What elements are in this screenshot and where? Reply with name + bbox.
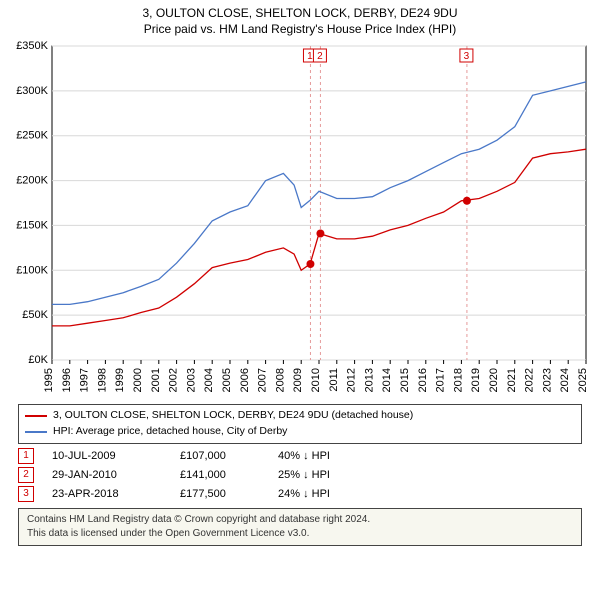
y-tick-label: £300K — [16, 85, 48, 97]
y-tick-label: £100K — [16, 264, 48, 276]
event-id-badge: 2 — [18, 467, 34, 483]
x-tick-label: 2019 — [470, 368, 482, 392]
x-tick-label: 2000 — [132, 368, 144, 392]
series-hpi — [52, 82, 586, 305]
event-row: 3 23-APR-2018 £177,500 24% ↓ HPI — [18, 486, 582, 502]
price-marker — [306, 260, 314, 268]
x-tick-label: 1999 — [114, 368, 126, 392]
x-tick-label: 2013 — [363, 368, 375, 392]
legend: 3, OULTON CLOSE, SHELTON LOCK, DERBY, DE… — [18, 404, 582, 444]
plot-border — [52, 46, 586, 360]
x-tick-label: 2024 — [559, 368, 571, 392]
x-tick-label: 2023 — [541, 368, 553, 392]
event-delta: 25% ↓ HPI — [278, 469, 330, 481]
event-date: 10-JUL-2009 — [52, 450, 162, 462]
legend-label: 3, OULTON CLOSE, SHELTON LOCK, DERBY, DE… — [53, 408, 413, 424]
y-tick-label: £200K — [16, 175, 48, 187]
events-table: 1 10-JUL-2009 £107,000 40% ↓ HPI 2 29-JAN-201… — [8, 448, 592, 502]
event-date: 29-JAN-2010 — [52, 469, 162, 481]
x-tick-label: 2022 — [524, 368, 536, 392]
x-tick-label: 2017 — [435, 368, 447, 392]
x-tick-label: 2006 — [239, 368, 251, 392]
x-tick-label: 2003 — [185, 368, 197, 392]
event-price: £177,500 — [180, 488, 260, 500]
title-main: 3, OULTON CLOSE, SHELTON LOCK, DERBY, DE… — [8, 6, 592, 20]
x-tick-label: 2010 — [310, 368, 322, 392]
price-marker — [316, 230, 324, 238]
event-delta: 24% ↓ HPI — [278, 488, 330, 500]
x-tick-label: 2002 — [168, 368, 180, 392]
footer: Contains HM Land Registry data © Crown c… — [18, 508, 582, 546]
x-tick-label: 1996 — [61, 368, 73, 392]
legend-swatch — [25, 415, 47, 417]
event-badge-label: 1 — [307, 51, 313, 62]
y-tick-label: £150K — [16, 219, 48, 231]
y-tick-label: £0K — [28, 354, 48, 366]
x-tick-label: 2011 — [328, 368, 340, 392]
x-tick-label: 2014 — [381, 368, 393, 392]
footer-line2: This data is licensed under the Open Gov… — [27, 527, 573, 541]
event-row: 2 29-JAN-2010 £141,000 25% ↓ HPI — [18, 467, 582, 483]
x-tick-label: 2012 — [346, 368, 358, 392]
x-tick-label: 2007 — [257, 368, 269, 392]
x-tick-label: 2008 — [274, 368, 286, 392]
y-tick-label: £250K — [16, 130, 48, 142]
chart: £0K £50K £100K £150K £200K £250K £300K £350K 199… — [8, 40, 592, 400]
event-delta: 40% ↓ HPI — [278, 450, 330, 462]
chart-svg: £0K £50K £100K £150K £200K £250K £300K £350K 199… — [8, 40, 592, 400]
y-tick-label: £350K — [16, 40, 48, 52]
x-tick-label: 1997 — [79, 368, 91, 392]
x-tick-label: 2016 — [417, 368, 429, 392]
legend-swatch — [25, 431, 47, 433]
x-tick-label: 2021 — [506, 368, 518, 392]
title-block: 3, OULTON CLOSE, SHELTON LOCK, DERBY, DE… — [8, 6, 592, 36]
event-badge-label: 3 — [464, 51, 470, 62]
event-badge-label: 2 — [317, 51, 323, 62]
legend-item: HPI: Average price, detached house, City… — [25, 424, 575, 440]
title-sub: Price paid vs. HM Land Registry's House … — [8, 22, 592, 36]
legend-label: HPI: Average price, detached house, City… — [53, 424, 287, 440]
x-tick-label: 1995 — [43, 368, 55, 392]
x-tick-label: 2009 — [292, 368, 304, 392]
x-tick-label: 2018 — [452, 368, 464, 392]
root: 3, OULTON CLOSE, SHELTON LOCK, DERBY, DE… — [0, 0, 600, 554]
x-tick-label: 1998 — [96, 368, 108, 392]
event-price: £107,000 — [180, 450, 260, 462]
price-marker — [463, 197, 471, 205]
event-id-badge: 1 — [18, 448, 34, 464]
event-date: 23-APR-2018 — [52, 488, 162, 500]
x-tick-label: 2020 — [488, 368, 500, 392]
legend-item: 3, OULTON CLOSE, SHELTON LOCK, DERBY, DE… — [25, 408, 575, 424]
x-tick-label: 2005 — [221, 368, 233, 392]
event-row: 1 10-JUL-2009 £107,000 40% ↓ HPI — [18, 448, 582, 464]
event-id-badge: 3 — [18, 486, 34, 502]
event-price: £141,000 — [180, 469, 260, 481]
x-tick-label: 2004 — [203, 368, 215, 392]
y-tick-label: £50K — [22, 309, 48, 321]
x-tick-label: 2001 — [150, 368, 162, 392]
footer-line1: Contains HM Land Registry data © Crown c… — [27, 513, 573, 527]
x-tick-label: 2025 — [577, 368, 589, 392]
series-prop — [52, 149, 586, 326]
x-tick-label: 2015 — [399, 368, 411, 392]
